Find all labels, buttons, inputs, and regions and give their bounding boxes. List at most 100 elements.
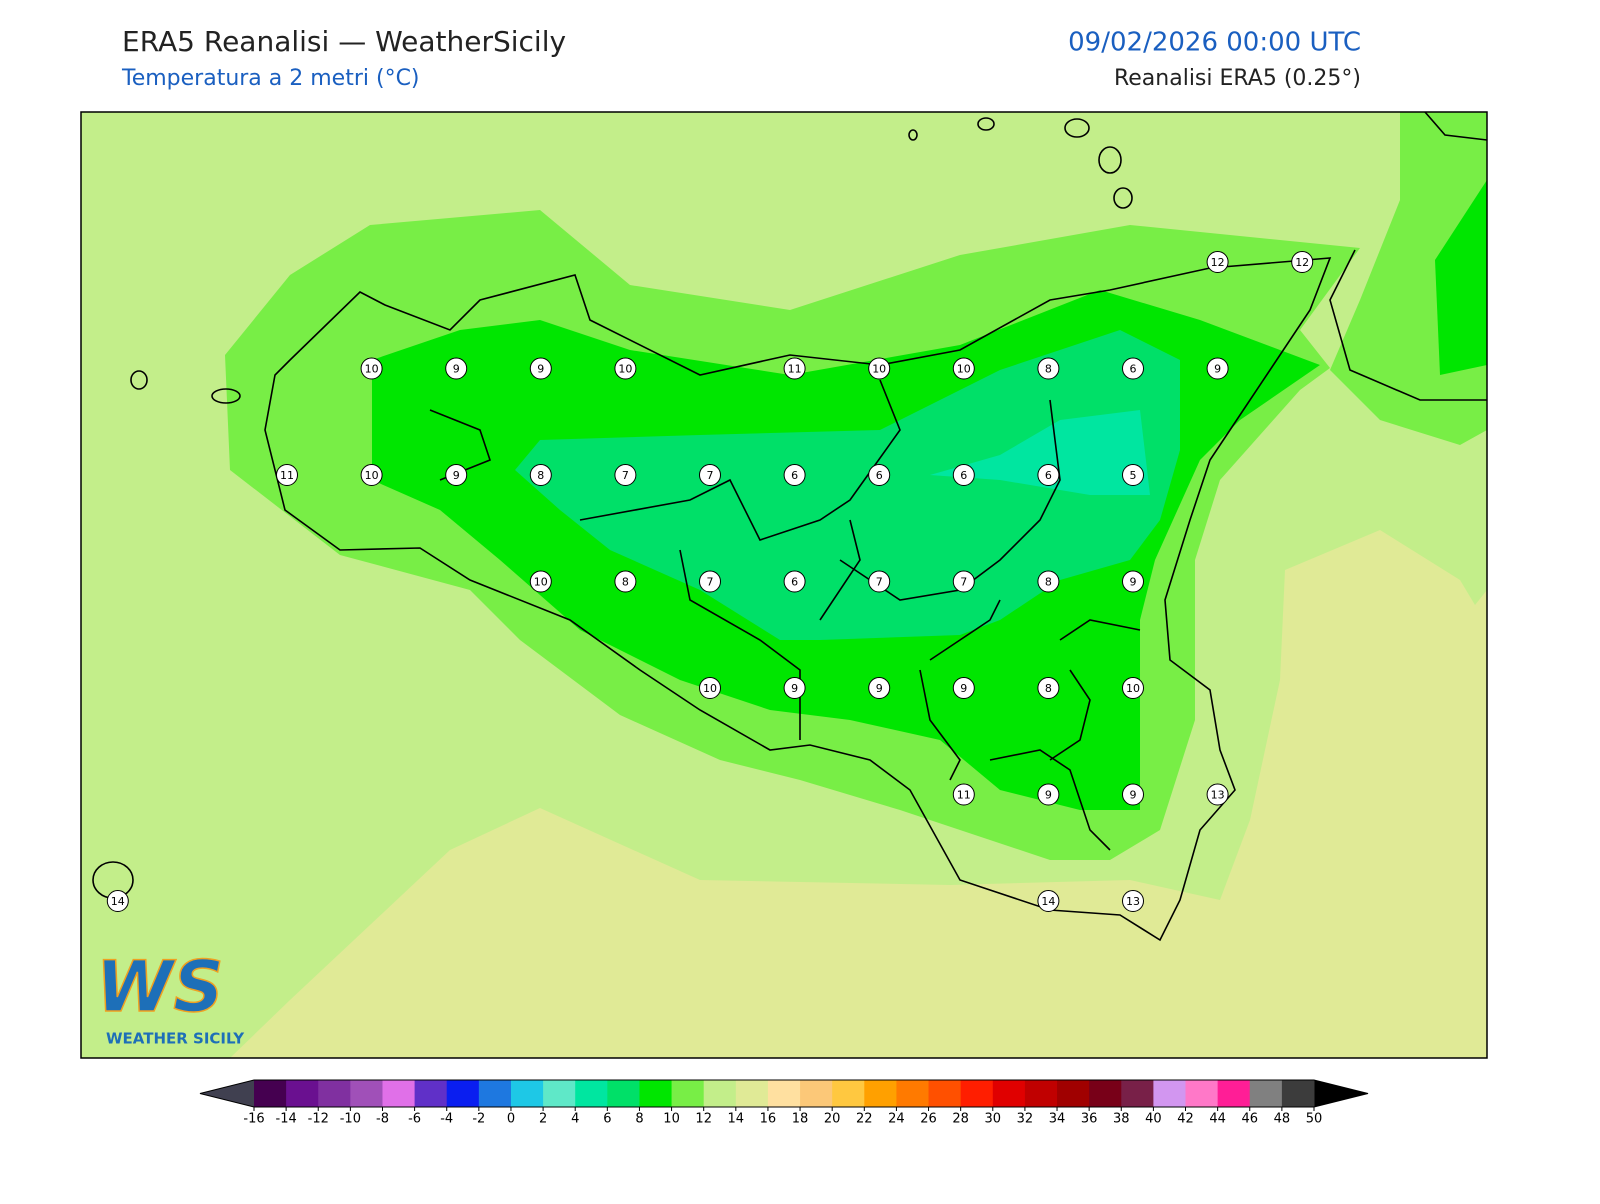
colorbar-bin [1024, 1080, 1058, 1107]
colorbar-tick-label: 12 [695, 1112, 712, 1127]
logo: WS WEATHER SICILY [95, 945, 245, 1047]
temp-field [930, 410, 1150, 495]
colorbar-tick-label: 38 [1113, 1112, 1130, 1127]
colorbar-tick-label: -8 [376, 1112, 389, 1127]
station-marker [1122, 357, 1144, 380]
station-value: 11 [957, 789, 971, 802]
colorbar-bin [896, 1080, 930, 1107]
station-marker [529, 357, 552, 380]
colorbar-bin [1217, 1080, 1251, 1107]
colorbar-bin [1121, 1080, 1154, 1107]
station-value: 6 [960, 469, 967, 482]
station-value: 6 [791, 469, 798, 482]
logo-mark: WS [96, 946, 224, 1028]
station-value: 6 [791, 576, 798, 589]
station-value: 14 [111, 895, 125, 908]
colorbar-bin [254, 1080, 287, 1107]
colorbar-bin [800, 1080, 833, 1107]
station-marker [868, 570, 891, 593]
station-marker [1122, 677, 1144, 699]
station-value: 10 [703, 682, 717, 695]
colorbar-bin [510, 1080, 544, 1107]
colorbar-tick-label: 48 [1274, 1112, 1291, 1127]
colorbar-bin [1057, 1080, 1090, 1107]
station-marker [1122, 890, 1144, 912]
colorbar-tick-label: 22 [856, 1112, 873, 1127]
map-frame [80, 111, 1488, 1059]
station-marker [952, 357, 975, 380]
colorbar-bin [446, 1080, 480, 1107]
subtitle: Temperatura a 2 metri (°C) [121, 66, 420, 91]
colorbar-tick-label: 24 [888, 1112, 905, 1127]
station-value: 9 [791, 682, 798, 695]
station-value: 8 [1045, 363, 1052, 376]
station-value: 10 [365, 363, 379, 376]
station-value: 10 [957, 363, 971, 376]
station-marker [1206, 357, 1229, 380]
station-value: 12 [1295, 256, 1309, 269]
colorbar-tick-label: 42 [1177, 1112, 1194, 1127]
colorbar-bin [286, 1080, 319, 1107]
station-marker [529, 570, 552, 593]
source: Reanalisi ERA5 (0.25°) [1114, 66, 1361, 91]
colorbar-bin [543, 1080, 576, 1107]
station-marker [1037, 890, 1060, 912]
stations: 12 12 10 9 9 10 11 10 10 8 6 9 11 10 9 8 7 7 6 6 6 6 5 10 8 7 6 7 7 8… [106, 251, 1314, 912]
station-value: 9 [453, 469, 460, 482]
temp-field [515, 330, 1180, 640]
colorbar-bin [864, 1080, 897, 1107]
station-marker [1037, 357, 1060, 380]
colorbar-tick-label: -12 [308, 1112, 329, 1127]
station-marker [1206, 783, 1229, 806]
colorbar-tick-label: 40 [1145, 1112, 1162, 1127]
colorbar-tick-label: 4 [571, 1112, 579, 1127]
colorbar-tick-label: -14 [276, 1112, 297, 1127]
colorbar-bin [832, 1080, 865, 1107]
colorbar-tick-label: 34 [1049, 1112, 1066, 1127]
station-marker [952, 464, 975, 486]
colorbar-tick-label: 16 [760, 1112, 777, 1127]
station-marker [868, 357, 891, 380]
colorbar-bin [767, 1080, 801, 1107]
station-value: 7 [707, 469, 714, 482]
station-value: 13 [1126, 895, 1140, 908]
station-marker [868, 677, 891, 699]
station-value: 8 [537, 469, 544, 482]
colorbar-bin [607, 1080, 640, 1107]
station-value: 7 [622, 469, 629, 482]
station-value: 9 [1045, 789, 1052, 802]
station-marker [614, 357, 637, 380]
station-value: 6 [1045, 469, 1052, 482]
colorbar-bin [928, 1080, 962, 1107]
colorbar-tick-label: 30 [985, 1112, 1002, 1127]
station-marker [360, 357, 383, 380]
station-value: 11 [788, 363, 802, 376]
station-value: 8 [1045, 576, 1052, 589]
station-marker [360, 464, 383, 486]
colorbar-tick-label: 8 [635, 1112, 643, 1127]
colorbar-over [1314, 1080, 1368, 1107]
station-value: 9 [1214, 363, 1221, 376]
colorbar-tick-label: 6 [603, 1112, 611, 1127]
colorbar-bin [1249, 1080, 1283, 1107]
station-marker [529, 464, 552, 486]
station-marker [952, 783, 975, 806]
colorbar-under [200, 1080, 254, 1107]
colorbar-bin [639, 1080, 673, 1107]
station-value: 5 [1130, 469, 1137, 482]
colorbar-bin [414, 1080, 448, 1107]
station-marker [868, 464, 891, 486]
station-value: 10 [1126, 682, 1140, 695]
coastline [92, 112, 1487, 942]
station-marker [699, 677, 721, 699]
station-marker [1122, 783, 1144, 806]
colorbar-bin [1089, 1080, 1122, 1107]
station-value: 13 [1211, 789, 1225, 802]
station-marker [783, 464, 806, 486]
temp-field [1435, 180, 1487, 375]
station-value: 9 [453, 363, 460, 376]
colorbar-bin [318, 1080, 351, 1107]
station-value: 9 [960, 682, 967, 695]
colorbar-tick-label: 10 [663, 1112, 680, 1127]
